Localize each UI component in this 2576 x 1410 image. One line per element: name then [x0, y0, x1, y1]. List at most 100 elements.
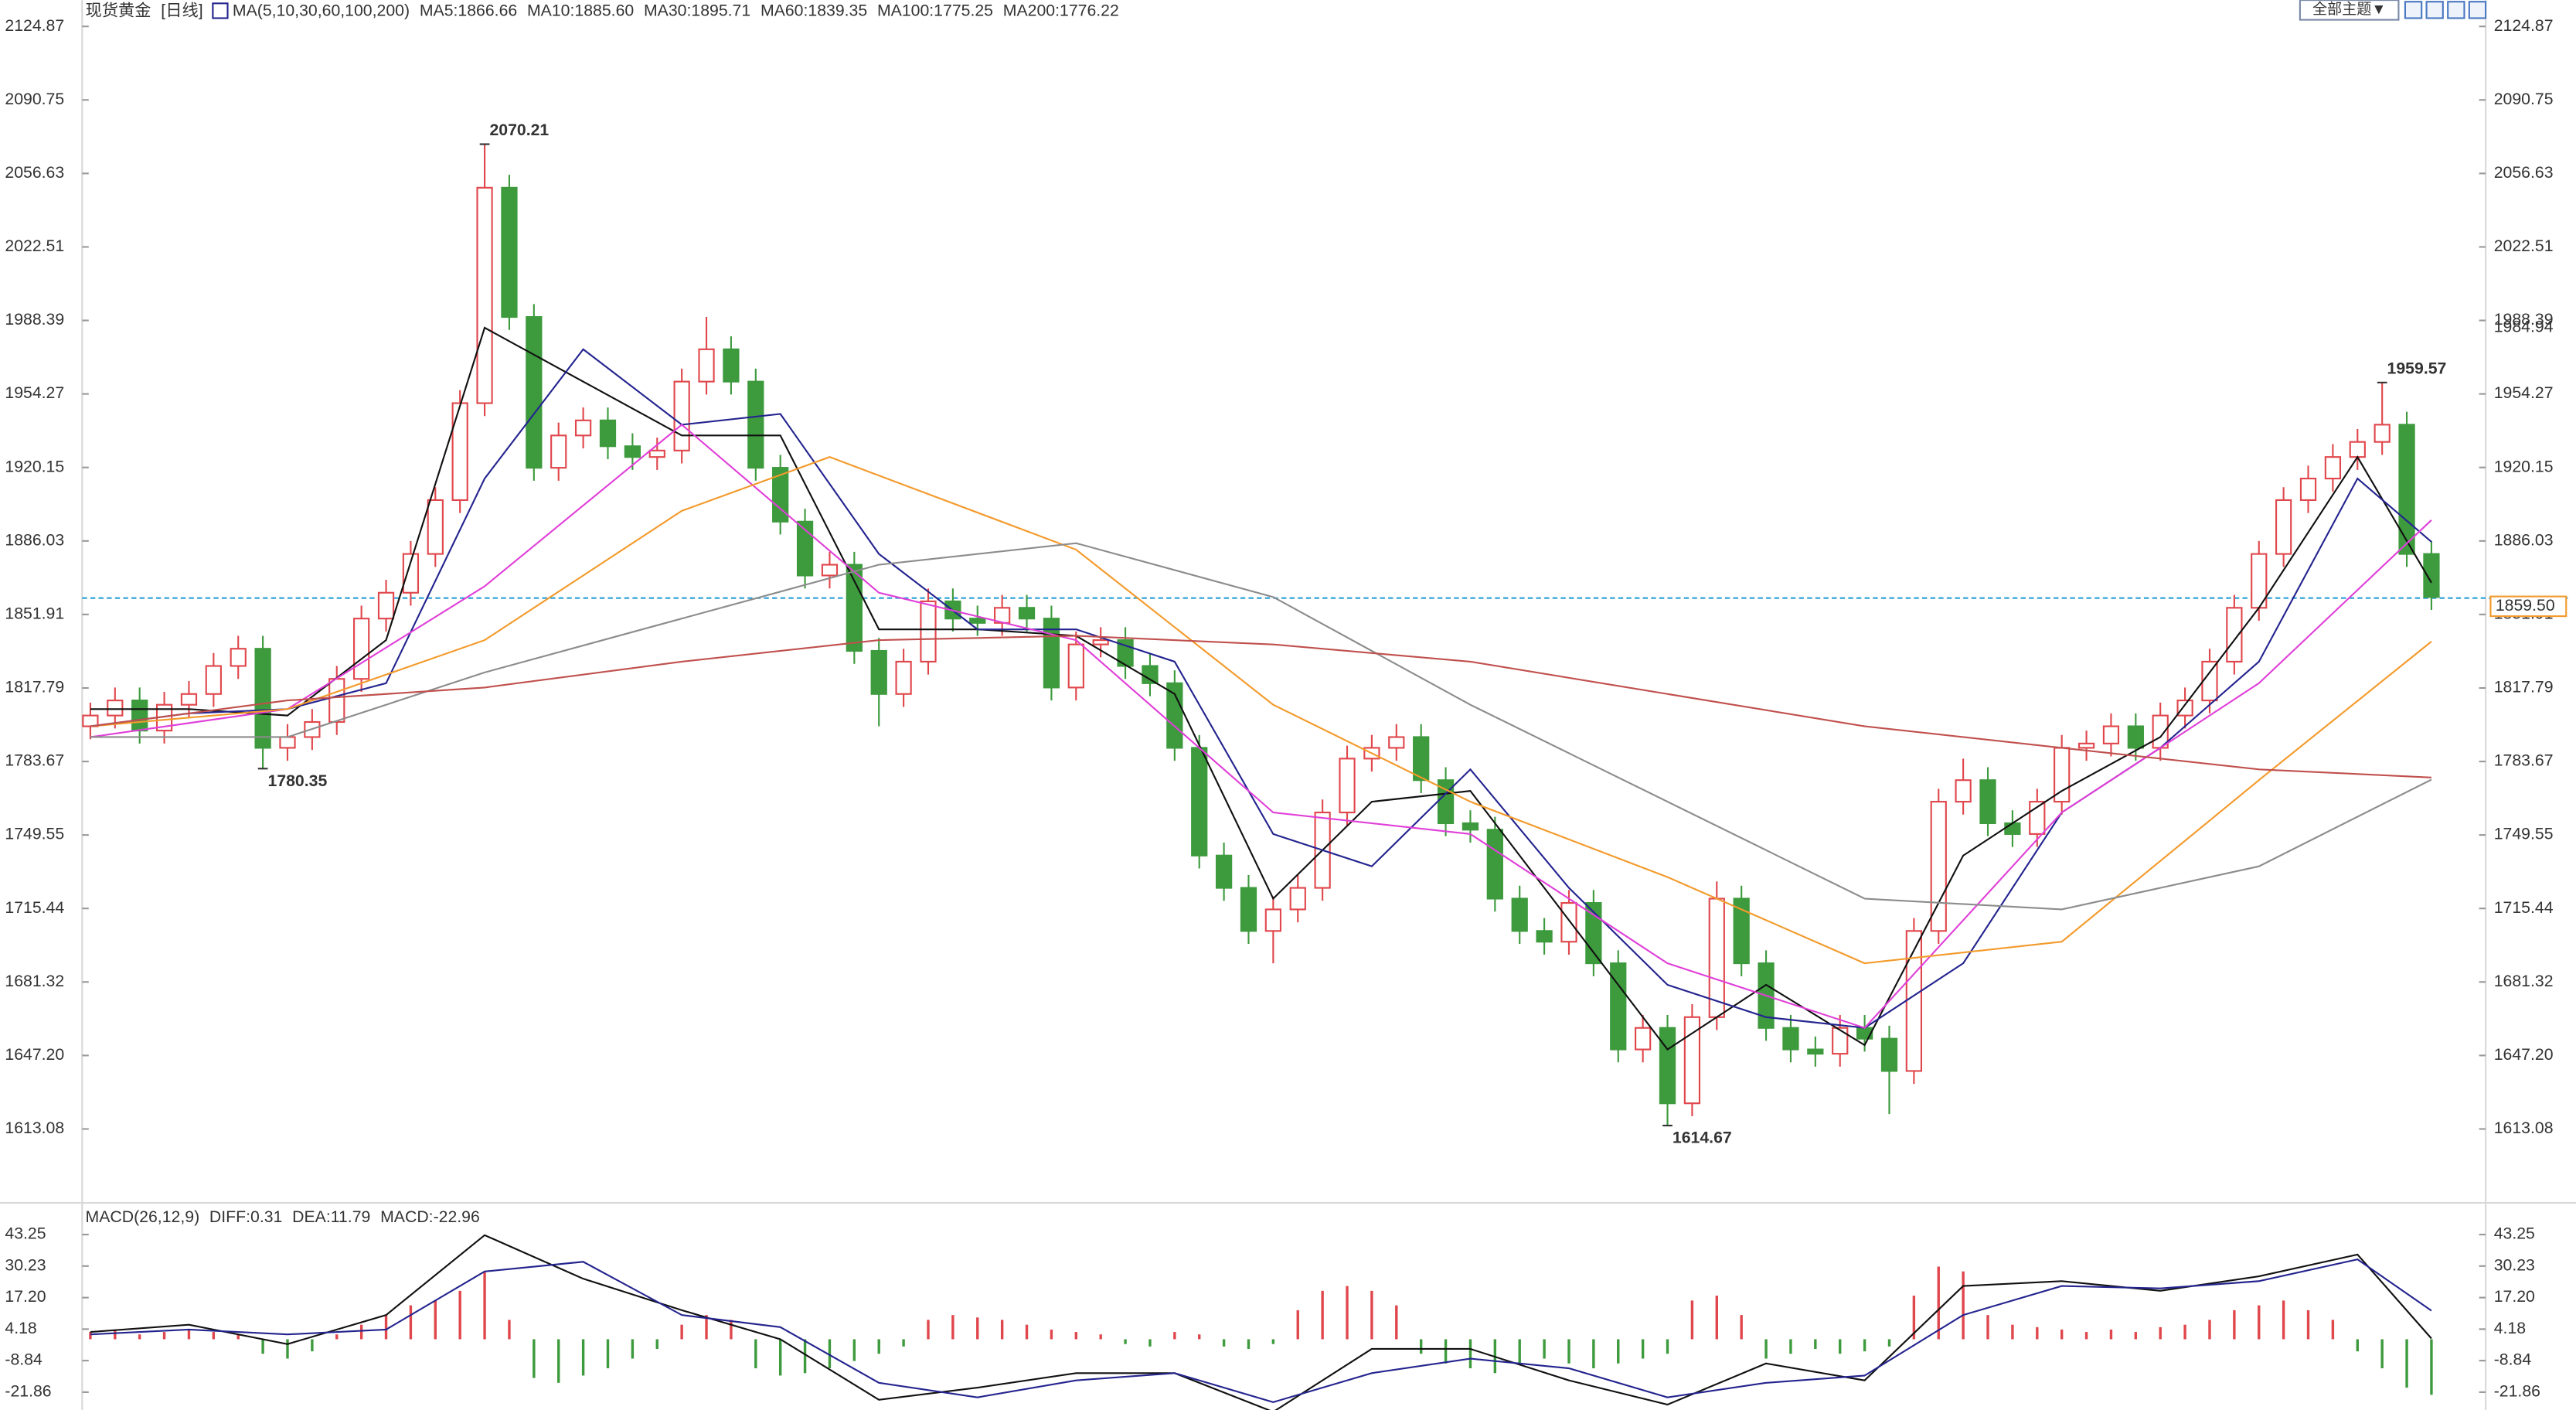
y-tick-label-right: 1749.55 — [2494, 825, 2554, 843]
candle-body — [451, 402, 468, 501]
y-tick-label: 17.20 — [5, 1287, 46, 1306]
candle-body — [574, 419, 592, 437]
candle-body — [550, 434, 567, 469]
candle-body — [1683, 1016, 1701, 1105]
layout-icon[interactable] — [2404, 1, 2423, 19]
candle-body — [1388, 736, 1405, 749]
candle-body — [747, 380, 764, 469]
candles — [82, 144, 2440, 1126]
legend-entry: MA100:1775.25 — [877, 2, 993, 20]
candle-body — [254, 648, 271, 749]
candle-body — [1635, 1027, 1652, 1051]
candle-body — [846, 564, 863, 652]
y-tick-label: 2124.87 — [5, 16, 64, 35]
macd-line — [90, 1234, 2432, 1410]
candle-body — [2299, 477, 2317, 501]
layout-icon[interactable] — [2447, 1, 2465, 19]
ma-line — [90, 326, 2432, 1051]
legend-entry: MA60:1839.35 — [761, 2, 867, 20]
candle-body — [772, 467, 789, 523]
y-tick-label-right: -21.86 — [2494, 1382, 2540, 1401]
candle-body — [107, 700, 124, 717]
candle-body — [427, 499, 444, 555]
y-tick-label-right: 1988.39 — [2494, 310, 2554, 329]
y-tick-label: 1647.20 — [5, 1045, 64, 1064]
y-tick-label-right: 2124.87 — [2494, 16, 2554, 35]
candle-body — [2374, 424, 2391, 443]
y-tick-label: 2056.63 — [5, 163, 64, 182]
candle-body — [1782, 1027, 1799, 1051]
candle-body — [2077, 742, 2095, 749]
candle-body — [1067, 643, 1084, 689]
candle-body — [1536, 930, 1553, 943]
candle-body — [1880, 1037, 1898, 1072]
candle-body — [1560, 902, 1577, 943]
candle-body — [1610, 962, 1627, 1051]
candle-body — [1955, 779, 1972, 803]
y-tick-label-right: 1681.32 — [2494, 972, 2554, 990]
legend-entry: MA10:1885.60 — [527, 2, 634, 20]
chart-title: 现货黄金 — [86, 2, 151, 20]
candle-body — [1092, 639, 1109, 645]
layout-icon[interactable] — [2468, 1, 2487, 19]
toolbar: 全部主题▼ — [2299, 0, 2487, 21]
ma-legend-title: MA(5,10,30,60,100,200) — [233, 2, 410, 20]
layout-icon[interactable] — [2425, 1, 2444, 19]
y-tick-label: 1886.03 — [5, 530, 64, 549]
candle-body — [131, 700, 148, 732]
candle-body — [1018, 607, 1036, 620]
y-tick-label-right: 1647.20 — [2494, 1045, 2554, 1064]
legend-entry: MA5:1866.66 — [420, 2, 517, 20]
candle-body — [2127, 725, 2144, 749]
candle-body — [2226, 607, 2243, 663]
candle-body — [328, 678, 345, 724]
candle-body — [821, 564, 839, 577]
candle-body — [969, 618, 986, 624]
legend-entry: DEA:11.79 — [292, 1207, 370, 1226]
candle-body — [1856, 1027, 1873, 1040]
y-tick-label: 1783.67 — [5, 751, 64, 770]
y-tick-label: 1715.44 — [5, 898, 64, 917]
candle-body — [377, 591, 395, 620]
candle-body — [82, 714, 99, 727]
y-tick-label: 2022.51 — [5, 237, 64, 255]
legend-entry: MA200:1776.22 — [1003, 2, 1119, 20]
candle-body — [2102, 725, 2120, 744]
candle-body — [673, 380, 690, 451]
candle-body — [2324, 456, 2342, 480]
y-tick-label: 1954.27 — [5, 383, 64, 402]
extreme-label: 1780.35 — [267, 771, 327, 790]
candle-body — [1511, 897, 1528, 932]
y-tick-label: 4.18 — [5, 1319, 36, 1337]
candle-body — [1166, 682, 1183, 749]
candle-body — [1240, 887, 1257, 932]
y-tick-label-right: 1817.79 — [2494, 678, 2554, 696]
candle-body — [1413, 736, 1430, 782]
y-tick-label: 1851.91 — [5, 604, 64, 622]
candle-body — [2201, 660, 2218, 702]
candle-body — [698, 348, 715, 383]
y-tick-label-right: 1783.67 — [2494, 751, 2554, 770]
candle-body — [648, 449, 665, 458]
candle-body — [796, 520, 814, 577]
candle-body — [1339, 758, 1356, 814]
y-tick-label-right: 1920.15 — [2494, 457, 2554, 475]
theme-button-label[interactable]: 全部主题▼ — [2312, 1, 2386, 18]
theme-button[interactable] — [2299, 0, 2400, 21]
macd-title: MACD(26,12,9) — [86, 1207, 200, 1226]
candle-body — [1142, 665, 1159, 684]
candle-body — [526, 315, 543, 469]
candle-body — [723, 348, 740, 383]
candle-body — [1264, 908, 1281, 932]
ma-line — [90, 635, 2431, 778]
candle-body — [1930, 801, 1947, 932]
candle-body — [2176, 700, 2193, 717]
y-tick-label: 1988.39 — [5, 310, 64, 329]
y-tick-label-right: 17.20 — [2494, 1287, 2535, 1306]
ma-line — [90, 542, 2432, 911]
y-tick-label: -21.86 — [5, 1382, 51, 1401]
y-tick-label: 1613.08 — [5, 1119, 64, 1137]
y-tick-label-right: 4.18 — [2494, 1319, 2526, 1337]
candle-body — [1191, 747, 1208, 857]
